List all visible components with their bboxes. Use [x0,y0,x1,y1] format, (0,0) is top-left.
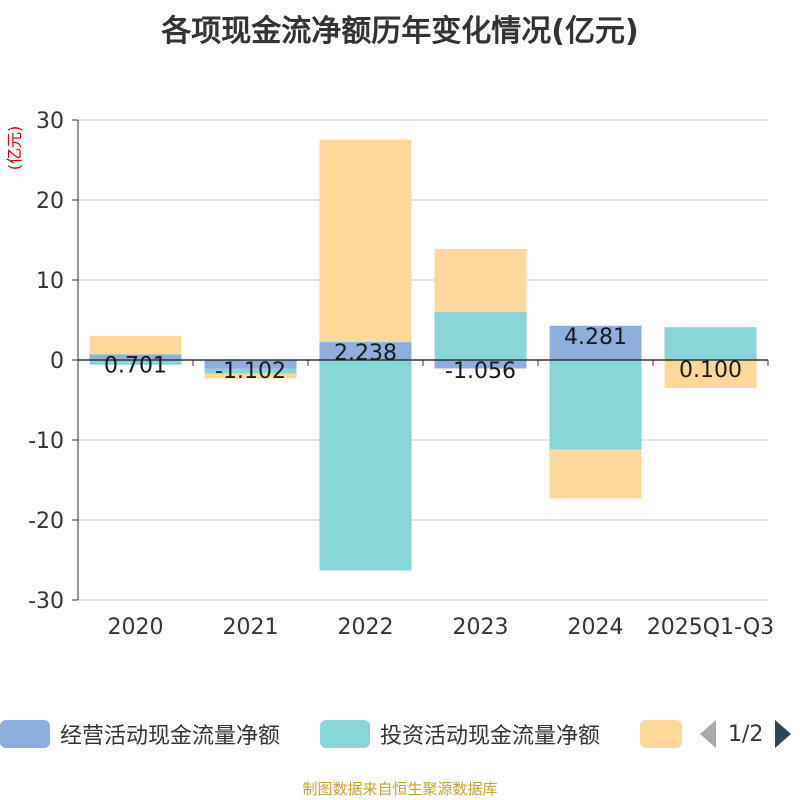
legend-label-investing: 投资活动现金流量净额 [380,724,601,749]
legend-swatch-financing [640,720,682,748]
bar-2020-s1 [89,360,182,365]
x-tick-label: 2020 [108,615,164,640]
data-label-2022: 2.238 [334,341,397,366]
y-tick-label: 20 [36,189,64,214]
chart-canvas: 30 20 10 0 -10 -20 -30 (亿元) 2020 2021 2022 2023 2024… [5,109,774,640]
data-labels: 0.701 -1.102 2.238 -1.056 4.281 0.100 [104,325,742,384]
bar-2021-s1 [204,368,297,374]
bar-2023-s0 [434,360,527,369]
legend: 经营活动现金流量净额 投资活动现金流量净额 1/2 [0,716,800,756]
y-tick-label: 30 [36,109,64,134]
grid-lines [78,119,768,601]
legend-swatch-investing [320,720,370,748]
y-tick-label: -30 [28,589,64,614]
y-tick-label: 10 [36,269,64,294]
bar-2021-s0 [204,360,297,369]
legend-swatch-operating [0,720,50,748]
y-tick-label: -10 [28,429,64,454]
bar-2024-s0 [549,325,642,360]
x-tick-label: 2023 [453,615,509,640]
y-tick-label: -20 [28,509,64,534]
y-tick-label: 0 [50,349,64,374]
legend-pager: 1/2 [700,716,792,752]
bar-2024-s1 [549,360,642,450]
x-tick-label: 2024 [568,615,624,640]
data-label-2020: 0.701 [104,353,167,378]
data-label-2024: 4.281 [564,325,627,350]
data-label-2025Q1-Q3: 0.100 [679,358,742,383]
bar-group [89,139,757,571]
pager-text: 1/2 [728,721,764,747]
pager-next-icon[interactable] [775,720,792,748]
x-tick-label: 2025Q1-Q3 [647,615,774,640]
pager-prev-icon[interactable] [700,720,716,748]
y-axis-unit: (亿元) [5,126,24,171]
bar-2023-s1 [434,312,527,360]
bar-2023-s2 [434,248,527,312]
bar-2022-s1 [319,360,412,571]
legend-label-operating: 经营活动现金流量净额 [60,724,281,749]
legend-item-investing[interactable]: 投资活动现金流量净额 [320,716,600,752]
x-tick-label: 2021 [223,615,279,640]
legend-item-financing[interactable] [640,716,692,752]
bar-2020-s0 [89,354,182,360]
source-note: 制图数据来自恒生聚源数据库 [302,780,498,798]
chart-title: 各项现金流净额历年变化情况(亿元) [161,14,639,49]
bar-2022-s2 [319,139,412,343]
bar-2025Q1-Q3-s1 [664,327,757,360]
data-label-2021: -1.102 [215,359,286,384]
bar-2022-s0 [319,342,412,360]
legend-item-operating[interactable]: 经营活动现金流量净额 [0,716,280,752]
bar-2024-s2 [549,449,642,499]
bar-2021-s2 [204,373,297,379]
data-label-2023: -1.056 [445,359,516,384]
x-tick-label: 2022 [338,615,394,640]
bar-2020-s2 [89,336,182,355]
axes: 30 20 10 0 -10 -20 -30 (亿元) 2020 2021 2022 2023 2024… [5,109,774,640]
bar-2025Q1-Q3-s2 [664,360,757,388]
